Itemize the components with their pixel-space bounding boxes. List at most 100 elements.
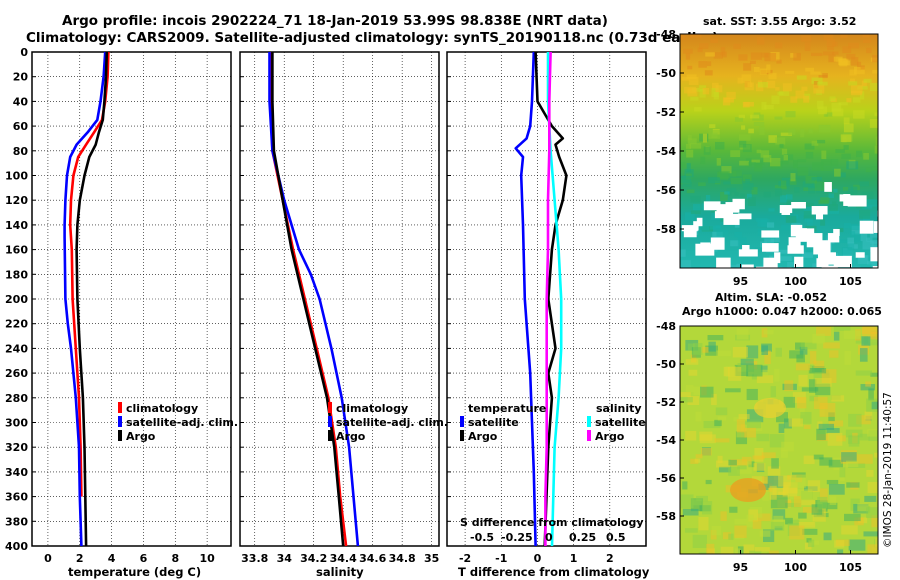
sst-texture: [782, 83, 792, 92]
sst-texture: [813, 181, 826, 191]
sst-cloud-gap: [817, 252, 836, 265]
s-tick-label: -0.5: [470, 531, 494, 544]
sla-texture: [812, 333, 825, 344]
sst-texture: [738, 114, 746, 119]
sst-texture: [812, 162, 824, 171]
sst-texture: [768, 72, 777, 80]
sla-texture: [690, 458, 699, 464]
sst-texture: [750, 52, 762, 60]
sla-texture: [864, 411, 873, 420]
sla-texture: [760, 365, 768, 373]
legend-label-argo: Argo: [336, 430, 366, 443]
sst-texture: [751, 187, 758, 195]
sst-texture: [745, 178, 750, 184]
sst-texture: [754, 247, 765, 253]
sst-texture: [863, 153, 869, 160]
sla-texture: [789, 525, 805, 540]
sst-texture: [783, 154, 788, 161]
sla-texture: [756, 433, 770, 442]
sla-texture: [759, 530, 771, 537]
sst-texture: [833, 56, 843, 62]
series-line-satellite-adj-clim-: [268, 52, 360, 547]
sst-texture: [850, 186, 858, 195]
sst-texture: [755, 163, 763, 169]
legend-swatch-climatology: [118, 402, 122, 413]
map-lat-label: -54: [656, 434, 676, 447]
sla-texture: [789, 350, 804, 359]
sst-texture: [805, 175, 817, 184]
sst-texture: [748, 162, 756, 166]
sst-texture: [720, 46, 726, 56]
sst-cloud-gap: [737, 213, 752, 220]
sst-texture: [734, 232, 743, 238]
legend-title-temperature: temperature: [468, 402, 546, 415]
sst-texture: [713, 52, 723, 59]
sst-texture: [723, 181, 731, 185]
sst-texture: [775, 137, 786, 145]
sla-texture: [867, 429, 877, 437]
sst-texture: [682, 179, 692, 187]
sst-texture: [853, 67, 865, 75]
sla-texture: [785, 502, 801, 508]
s-difference-axis-label: S difference from climatology: [460, 516, 644, 529]
sla-texture: [701, 346, 709, 353]
legend-swatch-satellite: [118, 416, 122, 427]
sst-texture: [866, 47, 872, 54]
sst-texture: [692, 204, 701, 211]
sst-texture: [705, 52, 715, 57]
sst-texture: [872, 69, 878, 74]
legend-label-climatology: climatology: [336, 402, 408, 415]
sst-texture: [839, 60, 850, 66]
sst-texture: [843, 223, 851, 229]
sla-texture: [866, 507, 878, 519]
sst-texture: [838, 102, 848, 106]
sla-texture: [826, 428, 840, 434]
depth-tick-label: 100: [5, 170, 28, 183]
sst-texture: [830, 159, 839, 167]
legend-title-salinity: salinity: [596, 402, 642, 415]
map-lat-label: -56: [656, 184, 676, 197]
sst-cloud-gap: [855, 252, 865, 258]
sst-texture: [724, 191, 730, 195]
sla-texture: [769, 550, 779, 554]
sla-texture: [813, 454, 824, 460]
x-tick-label: 0: [44, 552, 52, 565]
depth-tick-label: 340: [5, 466, 28, 479]
sla-texture: [684, 528, 698, 533]
sst-cloud-gap: [824, 182, 832, 192]
sla-texture: [788, 418, 803, 427]
sst-texture: [810, 71, 821, 75]
map-lat-label: -58: [656, 223, 676, 236]
sst-texture: [780, 180, 787, 189]
sla-texture: [698, 552, 714, 554]
salinity-legend: climatology satellite-adj. clim. Argo: [328, 402, 448, 443]
sst-texture: [703, 146, 711, 155]
sst-texture: [808, 186, 815, 194]
map-lat-label: -50: [656, 358, 676, 371]
sst-cloud-gap: [681, 225, 698, 232]
sla-texture: [828, 420, 844, 427]
sst-texture: [866, 199, 878, 207]
sst-cloud-gap: [756, 266, 771, 268]
sla-texture: [722, 532, 731, 540]
sst-texture: [685, 143, 692, 149]
legend-swatch-argo: [328, 430, 332, 441]
sst-texture: [770, 235, 780, 243]
sst-cloud-gap: [873, 221, 878, 233]
series-line-satellite-adj-clim-: [63, 51, 107, 547]
sst-texture: [737, 237, 747, 247]
sst-texture: [775, 87, 780, 91]
sst-texture: [771, 95, 780, 105]
sst-texture: [704, 70, 713, 76]
sla-texture: [854, 517, 864, 526]
sla-texture: [782, 487, 798, 497]
sst-cloud-gap: [794, 256, 804, 267]
sst-texture: [726, 91, 736, 100]
sst-texture: [698, 61, 707, 68]
sla-texture: [799, 407, 805, 416]
sst-texture: [698, 182, 706, 187]
sst-texture: [875, 136, 878, 146]
sla-texture: [690, 354, 697, 363]
sla-texture: [818, 423, 835, 430]
sla-texture: [808, 379, 817, 393]
